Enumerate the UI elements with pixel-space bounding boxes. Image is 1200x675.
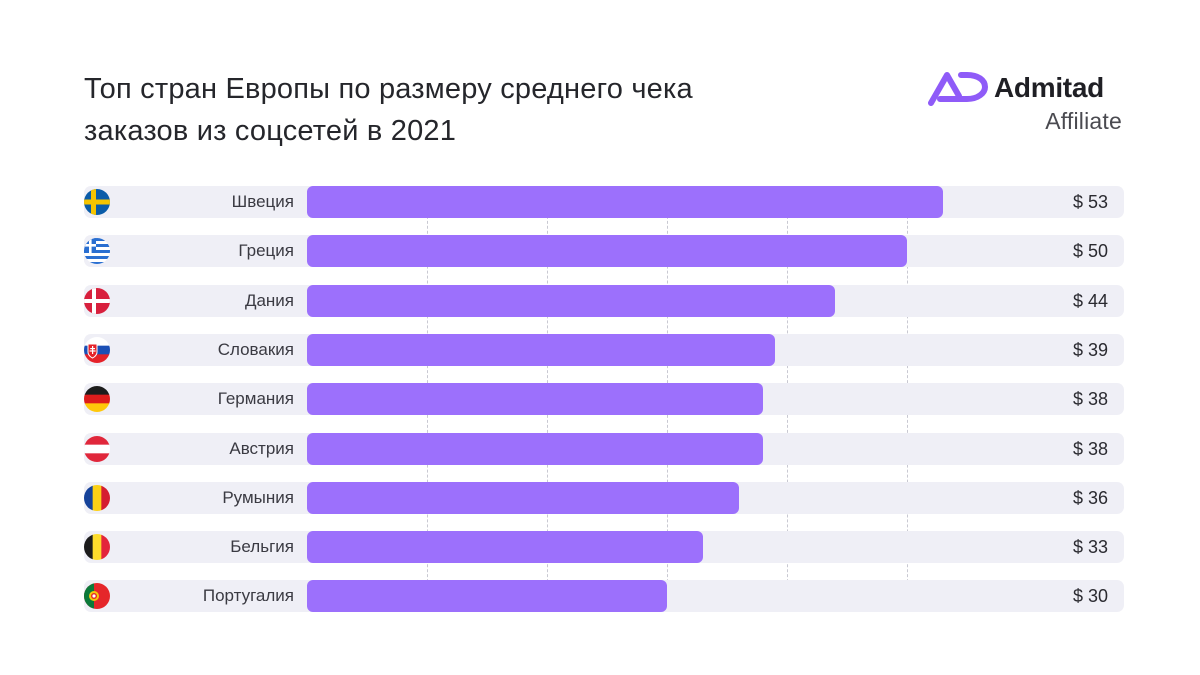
bar xyxy=(307,432,763,465)
value-label: $ 44 xyxy=(1072,290,1108,311)
category-label: Германия xyxy=(217,389,294,409)
category-label: Румыния xyxy=(222,487,294,507)
denmark-flag-icon xyxy=(84,287,110,314)
category-label: Греция xyxy=(238,241,294,261)
bar xyxy=(307,383,763,416)
category-label: Дания xyxy=(244,290,294,310)
bar-row: Португалия $ 30 xyxy=(84,580,1124,613)
bar xyxy=(307,333,775,366)
germany-flag-icon xyxy=(84,386,110,413)
admitad-logo-icon xyxy=(928,72,988,106)
bar-row: Румыния $ 36 xyxy=(84,481,1124,514)
value-label: $ 36 xyxy=(1072,487,1108,508)
bar xyxy=(307,235,907,268)
brand-subtitle: Affiliate xyxy=(1045,108,1122,134)
bar xyxy=(307,284,835,317)
slovakia-flag-icon xyxy=(84,336,110,363)
chart-title-line-1: Топ стран Европы по размеру среднего чек… xyxy=(84,73,693,105)
bar xyxy=(307,481,739,514)
bar xyxy=(307,186,943,218)
category-label: Швеция xyxy=(231,192,294,211)
bar-row: Словакия $ 39 xyxy=(84,333,1124,366)
brand-name: Admitad xyxy=(994,72,1104,103)
bar-row: Австрия $ 38 xyxy=(84,432,1124,465)
bar-row: Греция $ 50 xyxy=(84,235,1124,268)
sweden-flag-icon xyxy=(84,189,110,215)
austria-flag-icon xyxy=(84,435,110,462)
category-label: Бельгия xyxy=(230,537,294,557)
value-label: $ 53 xyxy=(1072,192,1108,212)
value-label: $ 38 xyxy=(1072,389,1108,410)
brand-logo: Admitad Affiliate xyxy=(928,70,1128,140)
value-label: $ 38 xyxy=(1072,438,1108,459)
greece-flag-icon xyxy=(84,238,110,265)
bar xyxy=(307,580,667,613)
category-label: Словакия xyxy=(217,339,294,359)
value-label: $ 33 xyxy=(1072,537,1108,558)
value-label: $ 39 xyxy=(1072,339,1108,360)
bar xyxy=(307,531,703,564)
bar-row: Германия $ 38 xyxy=(84,383,1124,416)
bar-row: Дания $ 44 xyxy=(84,284,1124,317)
romania-flag-icon xyxy=(84,484,110,511)
portugal-flag-icon xyxy=(84,583,110,610)
bar-row: Бельгия $ 33 xyxy=(84,531,1124,564)
value-label: $ 50 xyxy=(1072,241,1108,262)
category-label: Португалия xyxy=(202,586,294,606)
value-label: $ 30 xyxy=(1072,586,1108,607)
category-label: Австрия xyxy=(229,438,294,458)
belgium-flag-icon xyxy=(84,534,110,561)
chart-title-line-2: заказов из соцсетей в 2021 xyxy=(84,115,457,147)
chart-title: Топ стран Европы по размеру среднего чек… xyxy=(84,68,864,152)
bar-row: Швеция $ 53 xyxy=(84,186,1124,218)
